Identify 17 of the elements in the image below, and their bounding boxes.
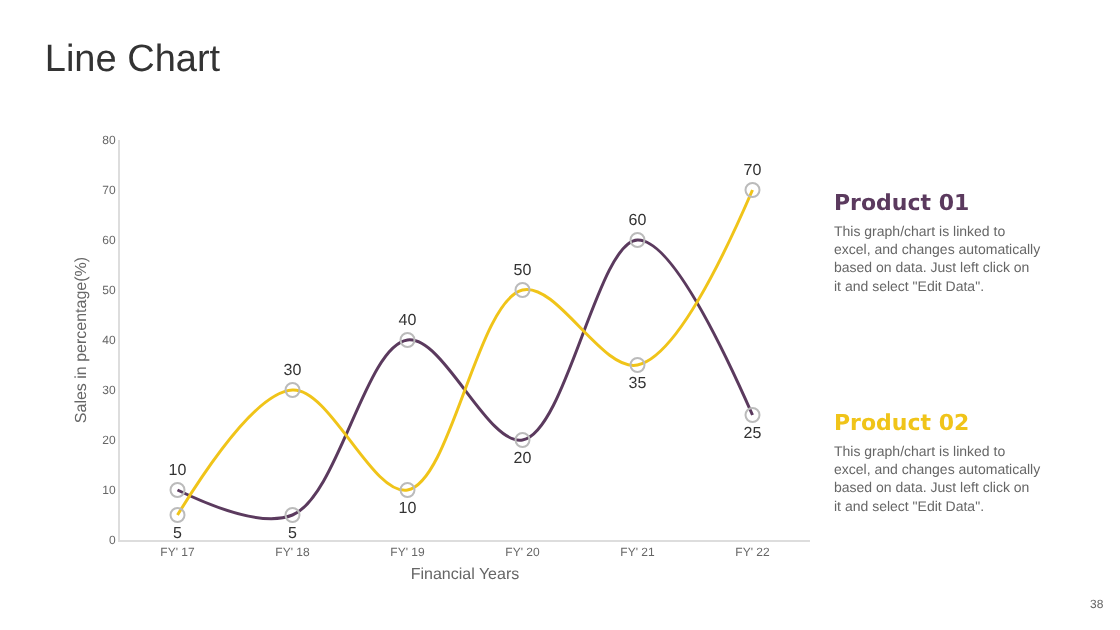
data-label: 60 [628, 211, 648, 230]
data-label: 20 [513, 448, 533, 467]
y-axis-title: Sales in percentage(%) [71, 256, 90, 424]
data-label: 70 [743, 161, 763, 180]
data-label: 5 [288, 523, 299, 542]
data-label: 35 [628, 373, 648, 392]
data-label: 40 [398, 311, 418, 330]
data-label: 10 [168, 461, 188, 480]
data-label: 25 [743, 423, 763, 442]
data-label: 10 [398, 498, 418, 517]
text: Product 02 [834, 410, 970, 436]
text: Product 01 [834, 190, 970, 216]
data-label: 50 [513, 261, 533, 280]
chart-title: Line Chart [44, 38, 222, 81]
data-label: 5 [173, 523, 184, 542]
x-axis-title: Financial Years [410, 564, 520, 583]
data-label: 30 [283, 361, 303, 380]
